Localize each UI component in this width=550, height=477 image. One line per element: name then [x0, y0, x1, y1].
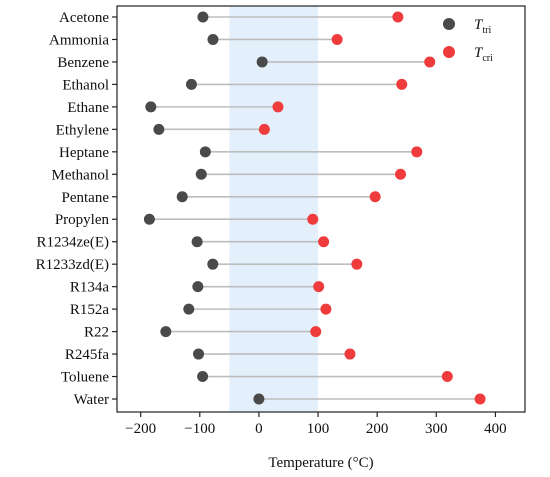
x-tick-label: 300: [425, 421, 448, 437]
point-t-tri: [207, 258, 219, 270]
category-label: Propylen: [55, 212, 110, 228]
point-t-tri: [197, 371, 209, 383]
highlight-band: [229, 6, 319, 412]
x-tick-label: 400: [484, 421, 507, 437]
point-t-tri: [176, 191, 188, 203]
point-t-cri: [396, 78, 408, 90]
point-t-tri: [153, 123, 165, 135]
legend-subscript: cri: [482, 53, 493, 64]
category-label: Ethanol: [62, 77, 109, 93]
plot-area: [116, 5, 526, 413]
point-t-tri: [145, 101, 157, 113]
point-t-cri: [344, 348, 356, 360]
legend-subscript: tri: [482, 25, 491, 36]
category-label: Heptane: [59, 145, 109, 161]
point-t-cri: [369, 191, 381, 203]
legend-marker-tri: [443, 18, 455, 30]
point-t-cri: [474, 393, 486, 405]
x-axis-title: Temperature (°C): [268, 455, 373, 471]
category-label: Ethylene: [56, 122, 110, 138]
category-label: Pentane: [62, 190, 110, 206]
legend-label-tri: Ttri: [474, 17, 491, 36]
point-t-cri: [351, 258, 363, 270]
point-t-tri: [160, 326, 172, 338]
point-t-tri: [253, 393, 265, 405]
point-t-tri: [197, 11, 209, 23]
point-t-tri: [195, 168, 207, 180]
category-label: R134a: [70, 280, 110, 296]
point-t-cri: [441, 371, 453, 383]
point-t-cri: [331, 33, 343, 45]
category-label: Acetone: [59, 10, 109, 26]
point-t-cri: [411, 146, 423, 158]
point-t-cri: [392, 11, 404, 23]
plot-frame: [116, 5, 526, 413]
point-t-tri: [207, 33, 219, 45]
legend-base: T: [474, 17, 484, 33]
x-tick-label: −200: [125, 421, 156, 437]
legend-base: T: [474, 45, 484, 61]
point-t-tri: [185, 78, 197, 90]
category-label: R245fa: [65, 347, 110, 363]
point-t-cri: [395, 168, 407, 180]
x-axis: −200 −100 0 100 200 300 400: [125, 412, 507, 437]
category-labels: Acetone Ammonia Benzene Ethanol Ethane Ethyle…: [36, 10, 117, 408]
category-label: R1233zd(E): [36, 257, 109, 273]
category-label: R152a: [70, 302, 110, 318]
category-label: Toluene: [61, 370, 109, 386]
point-t-tri: [256, 56, 268, 68]
category-label: Ammonia: [49, 32, 109, 48]
x-tick-label: 200: [366, 421, 389, 437]
legend-marker-cri: [443, 46, 455, 58]
point-t-cri: [320, 303, 332, 315]
category-label: Ethane: [67, 100, 109, 116]
category-label: R1234ze(E): [37, 235, 109, 251]
point-t-cri: [258, 123, 270, 135]
category-label: Benzene: [57, 55, 109, 71]
x-tick-label: 100: [307, 421, 330, 437]
point-t-tri: [191, 236, 203, 248]
point-t-tri: [192, 281, 204, 293]
point-t-cri: [424, 56, 436, 68]
point-t-tri: [199, 146, 211, 158]
point-t-tri: [183, 303, 195, 315]
point-t-cri: [318, 236, 330, 248]
point-t-cri: [310, 326, 322, 338]
category-label: Water: [74, 392, 109, 408]
x-tick-label: 0: [255, 421, 263, 437]
point-t-tri: [143, 213, 155, 225]
point-t-cri: [272, 101, 284, 113]
point-t-cri: [307, 213, 319, 225]
point-t-cri: [313, 281, 325, 293]
category-label: R22: [84, 325, 109, 341]
category-label: Methanol: [52, 167, 110, 183]
x-tick-label: −100: [184, 421, 215, 437]
point-t-tri: [193, 348, 205, 360]
legend-label-cri: Tcri: [474, 45, 493, 64]
